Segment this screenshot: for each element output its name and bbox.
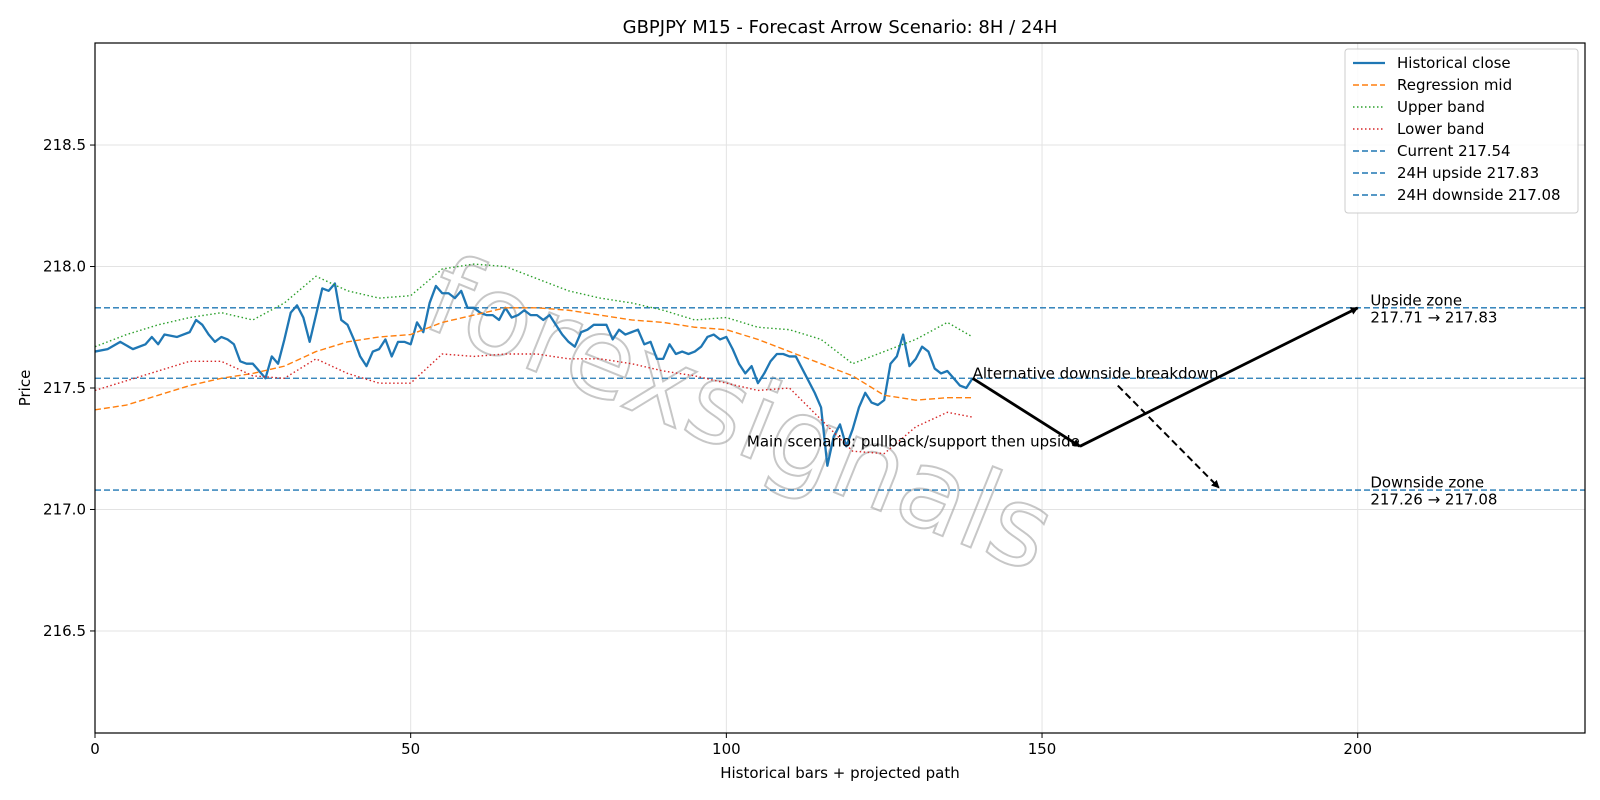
x-axis-title: Historical bars + projected path bbox=[720, 764, 960, 782]
legend-label-3: Lower band bbox=[1397, 120, 1484, 138]
x-tick-label: 150 bbox=[1028, 740, 1057, 758]
annotation-down_zone_2: 217.26 → 217.08 bbox=[1370, 491, 1497, 509]
axis-ticks: 0 50 100 150 200 216.5 217.0 217.5 218.0 218.5 bbox=[43, 136, 1372, 758]
y-tick-label: 217.0 bbox=[43, 500, 86, 518]
annotation-down_zone_1: Downside zone bbox=[1370, 474, 1484, 492]
series-line-0 bbox=[94, 282, 974, 467]
y-tick-label: 218.5 bbox=[43, 136, 86, 154]
legend-label-5: 24H upside 217.83 bbox=[1397, 164, 1539, 182]
reference-lines bbox=[95, 307, 1585, 491]
annotations: Alternative downside breakdown Main scena… bbox=[747, 291, 1497, 508]
x-tick-label: 50 bbox=[401, 740, 420, 758]
legend-label-6: 24H downside 217.08 bbox=[1397, 186, 1561, 204]
legend: Historical close Regression mid Upper band… bbox=[1344, 48, 1579, 214]
legend-label-0: Historical close bbox=[1397, 54, 1511, 72]
annotation-up_zone_2: 217.71 → 217.83 bbox=[1370, 308, 1497, 326]
x-tick-label: 0 bbox=[90, 740, 100, 758]
x-tick-label: 200 bbox=[1343, 740, 1372, 758]
annotation-up_zone_1: Upside zone bbox=[1370, 291, 1462, 309]
legend-label-4: Current 217.54 bbox=[1397, 142, 1511, 160]
x-tick-label: 100 bbox=[712, 740, 741, 758]
annotation-main: Main scenario: pullback/support then ups… bbox=[747, 432, 1080, 450]
series bbox=[94, 263, 974, 467]
arrow-main-leg-1 bbox=[971, 377, 1081, 448]
forecast-arrows bbox=[971, 306, 1359, 489]
y-axis-title: Price bbox=[16, 370, 34, 407]
legend-label-2: Upper band bbox=[1397, 98, 1485, 116]
y-tick-label: 218.0 bbox=[43, 258, 86, 276]
series-line-1 bbox=[94, 307, 973, 411]
y-tick-label: 217.5 bbox=[43, 379, 86, 397]
legend-box bbox=[1344, 48, 1579, 214]
chart-title: GBPJPY M15 - Forecast Arrow Scenario: 8H… bbox=[623, 17, 1058, 38]
legend-label-1: Regression mid bbox=[1397, 76, 1512, 94]
series-line-2 bbox=[94, 263, 973, 365]
annotation-alt: Alternative downside breakdown bbox=[973, 364, 1219, 382]
y-tick-label: 216.5 bbox=[43, 622, 86, 640]
grid bbox=[94, 43, 1585, 733]
arrow-alternative bbox=[1117, 384, 1220, 489]
arrow-main-leg-2 bbox=[1079, 306, 1359, 448]
